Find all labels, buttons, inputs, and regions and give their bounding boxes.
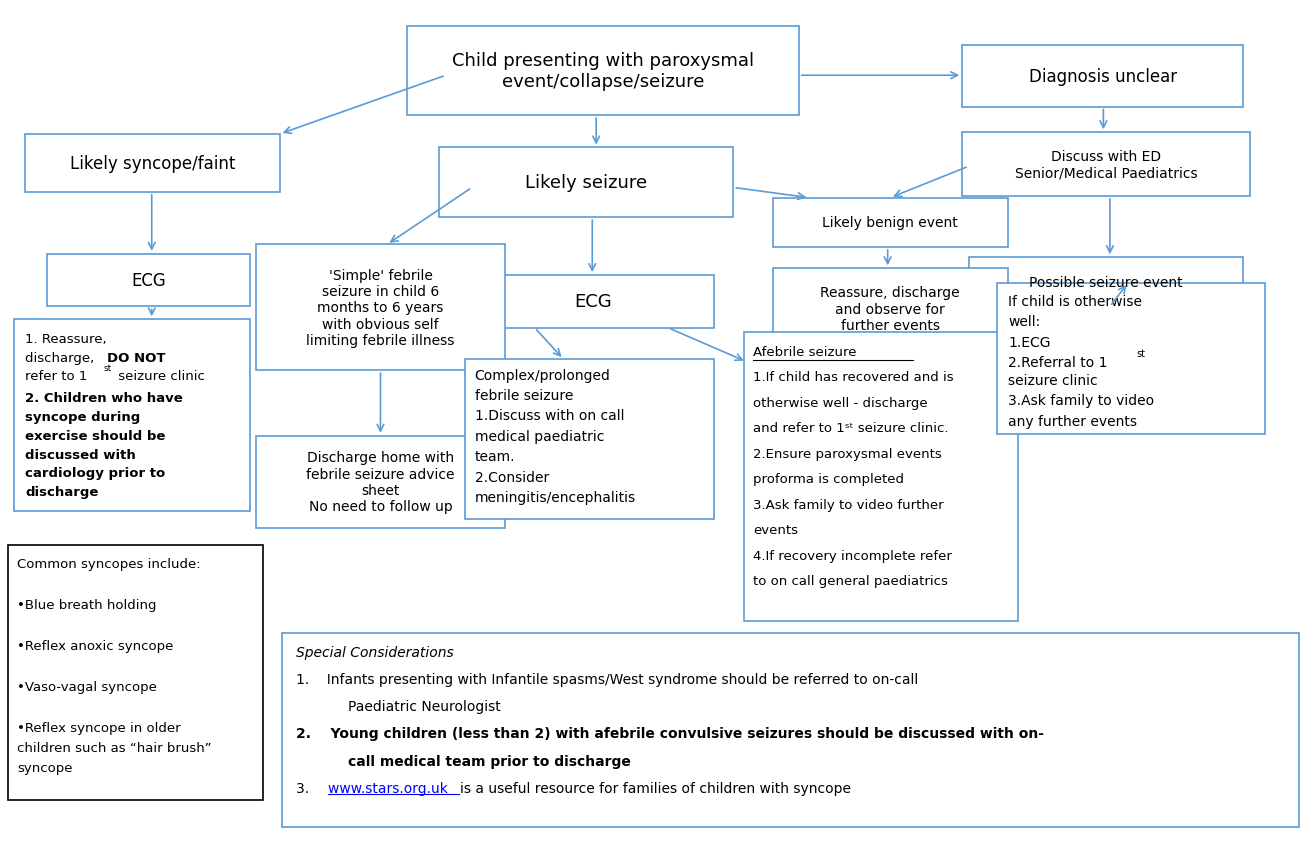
Text: Complex/prolonged: Complex/prolonged bbox=[474, 368, 610, 383]
FancyBboxPatch shape bbox=[963, 133, 1250, 197]
Text: If child is otherwise: If child is otherwise bbox=[1007, 295, 1142, 308]
Text: 4.If recovery incomplete refer: 4.If recovery incomplete refer bbox=[753, 550, 952, 562]
Text: Discharge home with
febrile seizure advice
sheet
No need to follow up: Discharge home with febrile seizure advi… bbox=[307, 451, 455, 513]
Text: and refer to 1ˢᵗ seizure clinic.: and refer to 1ˢᵗ seizure clinic. bbox=[753, 422, 948, 435]
FancyBboxPatch shape bbox=[283, 633, 1300, 826]
Text: Child presenting with paroxysmal
event/collapse/seizure: Child presenting with paroxysmal event/c… bbox=[452, 52, 753, 91]
FancyBboxPatch shape bbox=[406, 27, 799, 116]
Text: discharge,: discharge, bbox=[25, 351, 98, 365]
FancyBboxPatch shape bbox=[439, 148, 734, 218]
Text: febrile seizure: febrile seizure bbox=[474, 389, 572, 403]
FancyBboxPatch shape bbox=[997, 284, 1265, 435]
Text: meningitis/encephalitis: meningitis/encephalitis bbox=[474, 491, 635, 504]
Text: 2.Consider: 2.Consider bbox=[474, 470, 549, 484]
Text: 1.Discuss with on call: 1.Discuss with on call bbox=[474, 409, 624, 423]
Text: is a useful resource for families of children with syncope: is a useful resource for families of chi… bbox=[460, 781, 852, 795]
FancyBboxPatch shape bbox=[257, 245, 504, 371]
Text: •Blue breath holding: •Blue breath holding bbox=[17, 598, 157, 612]
Text: 3.Ask family to video: 3.Ask family to video bbox=[1007, 394, 1154, 408]
Text: 3.: 3. bbox=[296, 781, 326, 795]
Text: Diagnosis unclear: Diagnosis unclear bbox=[1028, 68, 1176, 86]
FancyBboxPatch shape bbox=[465, 360, 714, 520]
Text: children such as “hair brush”: children such as “hair brush” bbox=[17, 741, 212, 754]
Text: 1.If child has recovered and is: 1.If child has recovered and is bbox=[753, 371, 954, 383]
Text: seizure clinic: seizure clinic bbox=[1007, 373, 1098, 388]
Text: www.stars.org.uk: www.stars.org.uk bbox=[329, 781, 452, 795]
Text: st: st bbox=[1136, 348, 1145, 359]
FancyBboxPatch shape bbox=[25, 135, 280, 193]
Text: 1.ECG: 1.ECG bbox=[1007, 335, 1051, 349]
Text: 1.    Infants presenting with Infantile spasms/West syndrome should be referred : 1. Infants presenting with Infantile spa… bbox=[296, 672, 918, 686]
Text: Possible seizure event: Possible seizure event bbox=[1030, 275, 1183, 290]
Text: syncope: syncope bbox=[17, 762, 72, 774]
Text: Common syncopes include:: Common syncopes include: bbox=[17, 557, 200, 571]
Text: events: events bbox=[753, 524, 798, 537]
FancyBboxPatch shape bbox=[257, 436, 504, 528]
FancyBboxPatch shape bbox=[47, 255, 250, 307]
Text: DO NOT: DO NOT bbox=[107, 351, 166, 365]
Text: to on call general paediatrics: to on call general paediatrics bbox=[753, 574, 948, 588]
Text: Paediatric Neurologist: Paediatric Neurologist bbox=[347, 699, 500, 713]
FancyBboxPatch shape bbox=[968, 258, 1243, 307]
Text: team.: team. bbox=[474, 450, 515, 463]
Text: refer to 1: refer to 1 bbox=[25, 370, 88, 383]
Text: syncope during: syncope during bbox=[25, 411, 140, 423]
Text: Likely benign event: Likely benign event bbox=[823, 216, 958, 230]
FancyBboxPatch shape bbox=[773, 269, 1007, 349]
FancyBboxPatch shape bbox=[773, 199, 1007, 248]
Text: discharge: discharge bbox=[25, 486, 98, 498]
Text: 2. Children who have: 2. Children who have bbox=[25, 392, 182, 405]
Text: discussed with: discussed with bbox=[25, 448, 136, 461]
Text: Reassure, discharge
and observe for
further events: Reassure, discharge and observe for furt… bbox=[820, 286, 960, 332]
Text: Afebrile seizure: Afebrile seizure bbox=[753, 345, 857, 359]
Text: medical paediatric: medical paediatric bbox=[474, 429, 604, 443]
Text: Discuss with ED
Senior/Medical Paediatrics: Discuss with ED Senior/Medical Paediatri… bbox=[1015, 150, 1197, 180]
Text: 1. Reassure,: 1. Reassure, bbox=[25, 332, 106, 346]
Text: •Vaso-vagal syncope: •Vaso-vagal syncope bbox=[17, 680, 157, 693]
Text: well:: well: bbox=[1007, 314, 1040, 329]
Text: •Reflex syncope in older: •Reflex syncope in older bbox=[17, 721, 181, 734]
FancyBboxPatch shape bbox=[744, 332, 1018, 621]
Text: otherwise well - discharge: otherwise well - discharge bbox=[753, 396, 927, 409]
Text: 3.Ask family to video further: 3.Ask family to video further bbox=[753, 498, 943, 511]
FancyBboxPatch shape bbox=[8, 545, 263, 800]
Text: st: st bbox=[103, 363, 111, 372]
Text: any further events: any further events bbox=[1007, 414, 1137, 428]
FancyBboxPatch shape bbox=[472, 276, 714, 328]
Text: Likely seizure: Likely seizure bbox=[525, 174, 647, 192]
FancyBboxPatch shape bbox=[963, 46, 1243, 107]
Text: cardiology prior to: cardiology prior to bbox=[25, 467, 165, 480]
Text: ECG: ECG bbox=[131, 272, 166, 290]
Text: 'Simple' febrile
seizure in child 6
months to 6 years
with obvious self
limiting: 'Simple' febrile seizure in child 6 mont… bbox=[307, 268, 455, 348]
Text: proforma is completed: proforma is completed bbox=[753, 473, 904, 486]
Text: 2.Referral to 1: 2.Referral to 1 bbox=[1007, 355, 1107, 370]
Text: 2.    Young children (less than 2) with afebrile convulsive seizures should be d: 2. Young children (less than 2) with afe… bbox=[296, 727, 1044, 740]
Text: seizure clinic: seizure clinic bbox=[114, 370, 204, 383]
Text: •Reflex anoxic syncope: •Reflex anoxic syncope bbox=[17, 639, 173, 652]
Text: Likely syncope/faint: Likely syncope/faint bbox=[69, 154, 234, 173]
Text: ECG: ECG bbox=[574, 293, 612, 311]
FancyBboxPatch shape bbox=[14, 320, 250, 511]
Text: Special Considerations: Special Considerations bbox=[296, 645, 453, 659]
Text: exercise should be: exercise should be bbox=[25, 429, 165, 442]
Text: call medical team prior to discharge: call medical team prior to discharge bbox=[347, 754, 630, 768]
Text: 2.Ensure paroxysmal events: 2.Ensure paroxysmal events bbox=[753, 447, 942, 460]
